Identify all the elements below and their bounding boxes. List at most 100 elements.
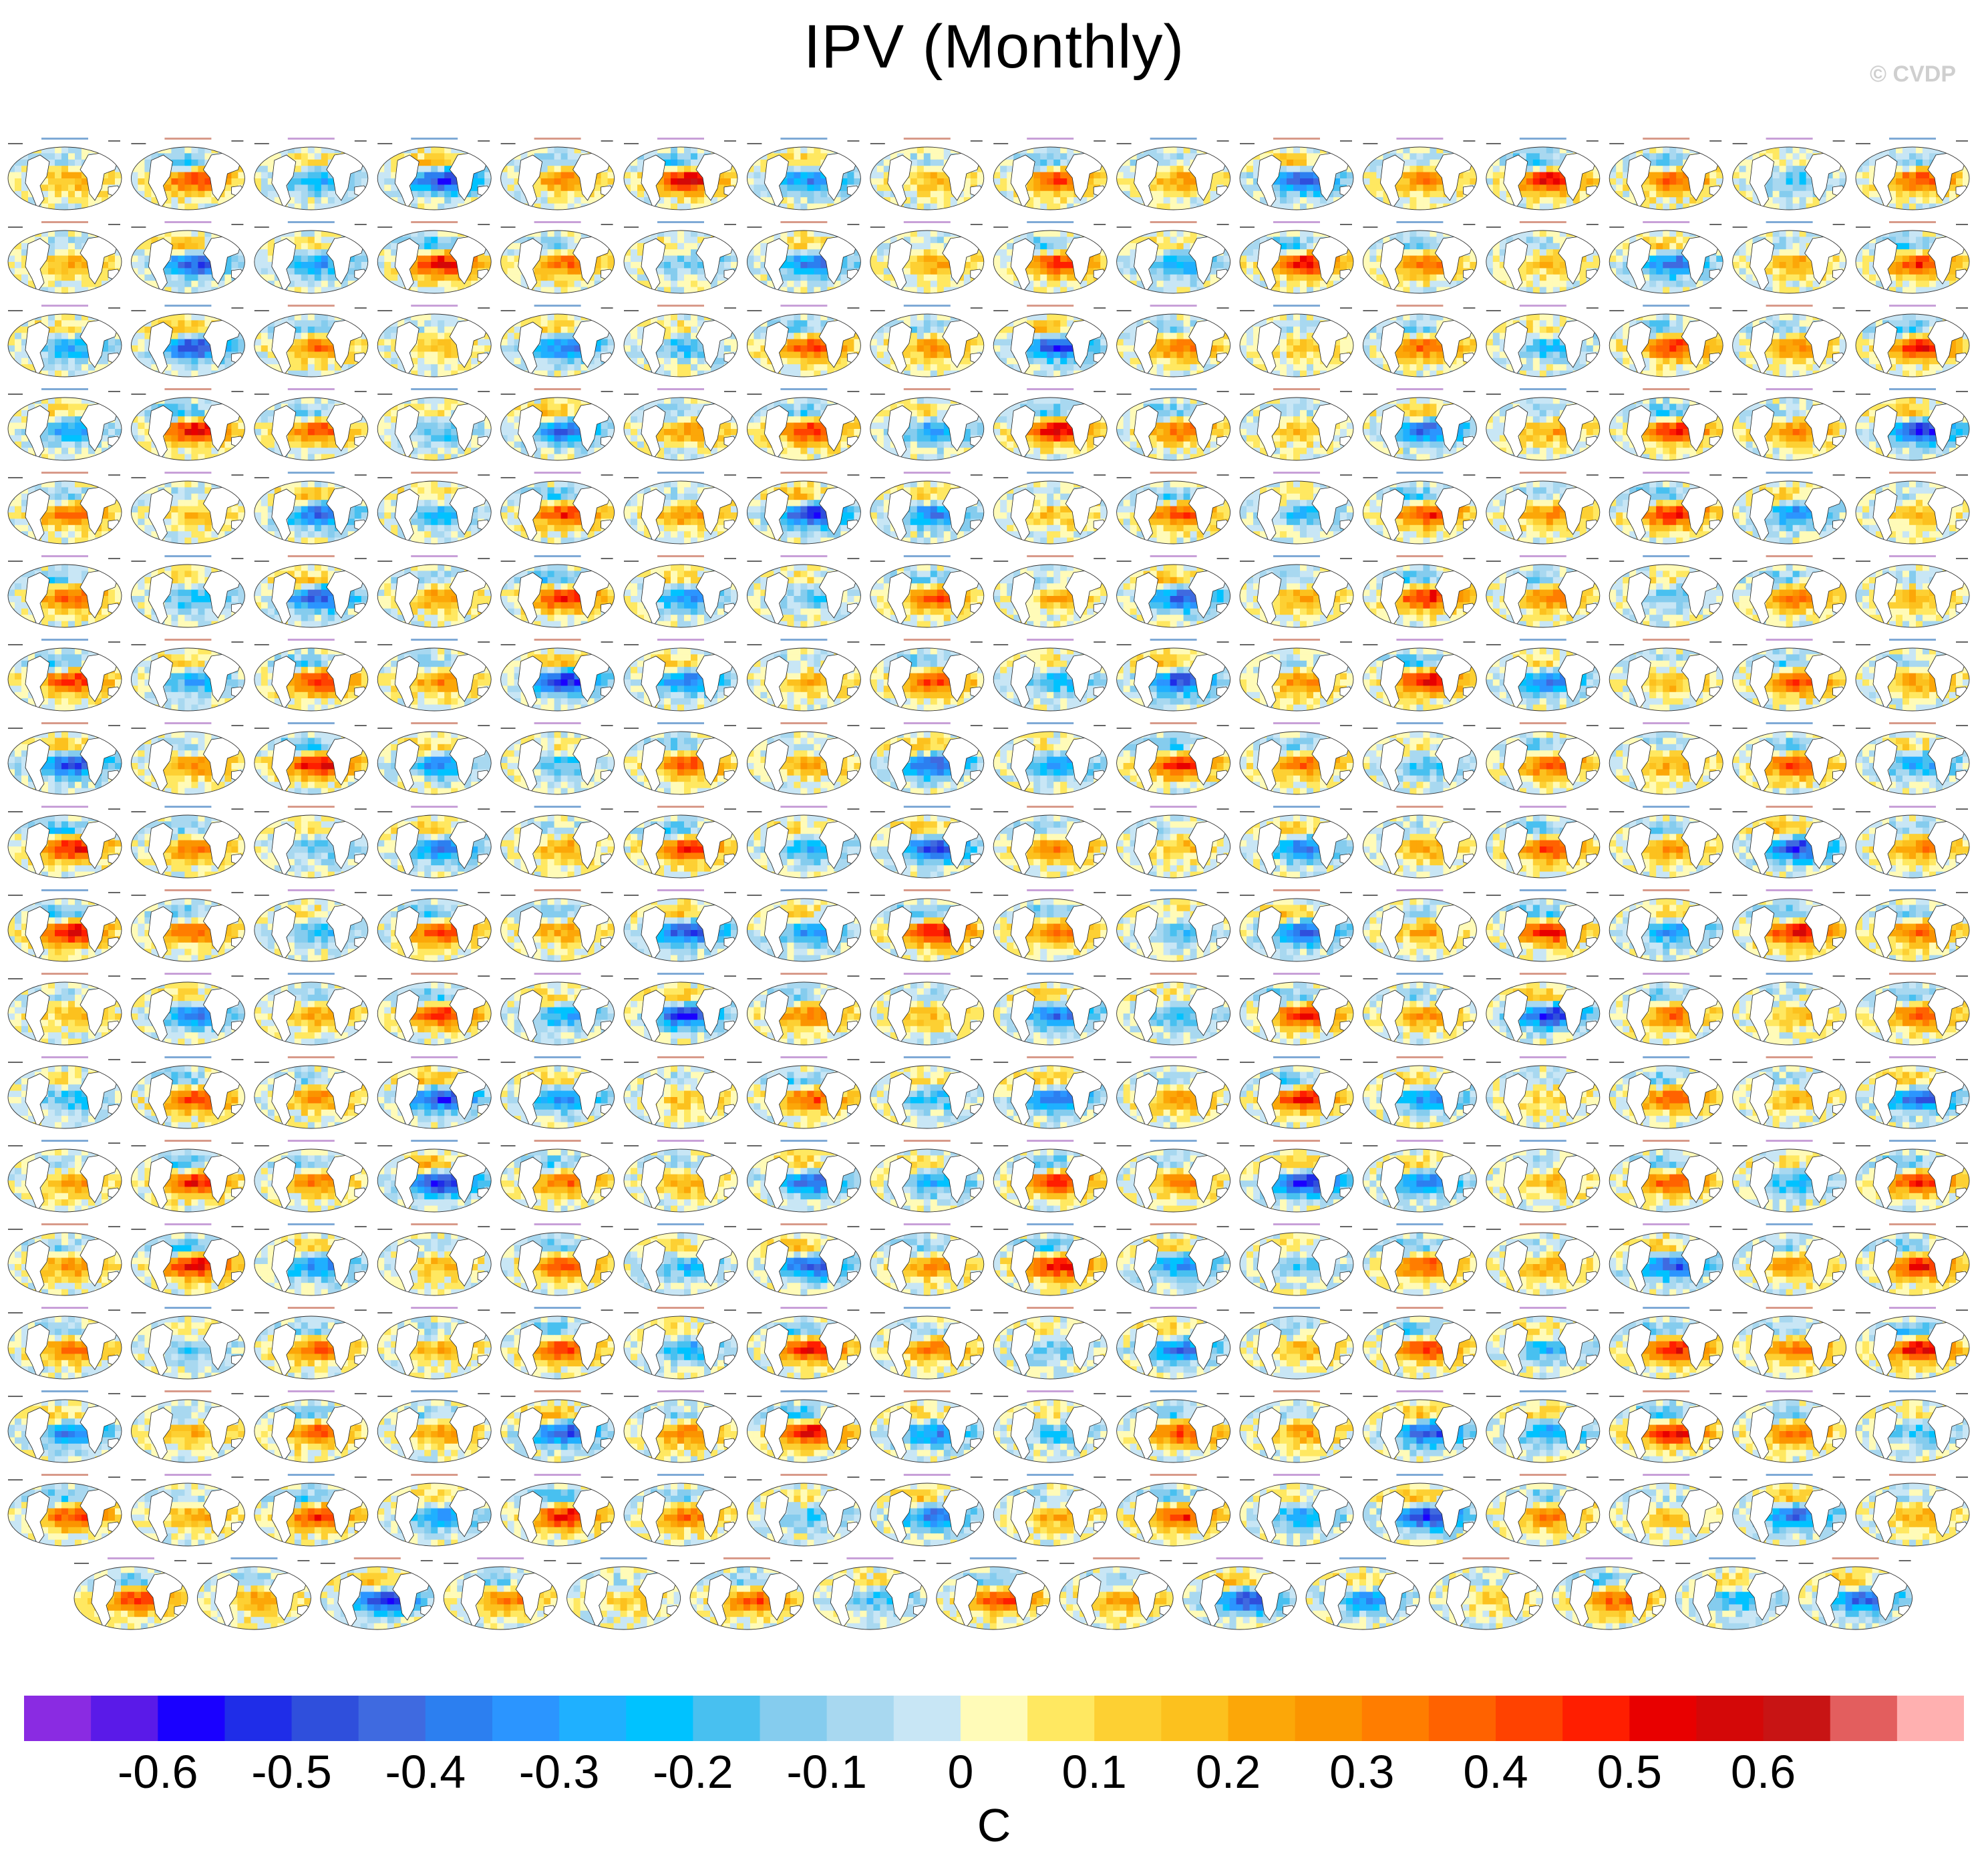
map-cell xyxy=(1539,159,1547,166)
map-border xyxy=(746,146,861,210)
map-cell xyxy=(1053,197,1061,204)
map-cell xyxy=(1163,268,1171,275)
map-cell xyxy=(68,172,75,179)
map-cell xyxy=(1669,178,1677,185)
map-cell xyxy=(484,166,492,173)
map-cell xyxy=(287,237,295,244)
map-cell xyxy=(1806,153,1814,160)
map-cell xyxy=(184,178,192,185)
map-cell xyxy=(224,172,232,179)
map-cell xyxy=(1053,184,1061,192)
map-cell xyxy=(81,230,89,237)
map-cell xyxy=(418,249,425,257)
map-cell xyxy=(747,281,754,288)
map-cell xyxy=(671,255,678,263)
map-cell xyxy=(1307,166,1314,173)
map-cell xyxy=(321,287,329,293)
map-cell xyxy=(377,153,385,160)
map-cell xyxy=(1253,184,1261,192)
map-cell xyxy=(307,262,315,269)
map-cell xyxy=(1396,287,1403,293)
map-cell xyxy=(1136,281,1144,288)
map-cell xyxy=(451,281,458,288)
map-cell xyxy=(1033,153,1041,160)
panel-label-mark xyxy=(780,138,828,140)
map-cell xyxy=(1300,166,1307,173)
map-cell xyxy=(624,166,631,173)
map-cell xyxy=(554,281,562,288)
map-cell xyxy=(184,243,192,250)
map-cell xyxy=(108,287,116,293)
map-cell xyxy=(418,153,425,160)
map-cell xyxy=(411,190,418,198)
map-cell xyxy=(910,190,918,198)
map-cell xyxy=(567,281,575,288)
map-cell xyxy=(1832,178,1840,185)
map-cell xyxy=(431,281,438,288)
map-cell xyxy=(1856,203,1863,210)
map-cell xyxy=(438,237,445,244)
map-cell xyxy=(267,274,275,281)
panel-stat-mark xyxy=(724,140,736,142)
map-cell xyxy=(1532,184,1540,192)
map-cell xyxy=(171,243,178,250)
map-cell xyxy=(500,153,508,160)
map-cell xyxy=(1000,166,1007,173)
map-cell xyxy=(267,147,275,154)
map-cell xyxy=(1532,172,1540,179)
map-cell xyxy=(1340,147,1347,154)
map-cell xyxy=(1240,172,1247,179)
panel-label-mark xyxy=(287,138,335,140)
map-cell xyxy=(814,172,821,179)
map-cell xyxy=(876,287,884,293)
map-cell xyxy=(1130,249,1138,257)
map-cell xyxy=(1136,197,1144,204)
map-cell xyxy=(671,159,678,166)
map-cell xyxy=(1889,153,1896,160)
map-cell xyxy=(171,166,178,173)
map-cell xyxy=(664,184,671,192)
map-cell xyxy=(993,274,1001,281)
map-cell xyxy=(1423,237,1430,244)
map-cell xyxy=(418,172,425,179)
map-cell xyxy=(191,255,198,263)
map-cell xyxy=(754,237,761,244)
map-cell xyxy=(854,166,861,173)
map-cell xyxy=(361,230,368,237)
map-cell xyxy=(1609,166,1617,173)
map-cell xyxy=(81,197,89,204)
map-cell xyxy=(431,262,438,269)
map-cell xyxy=(484,287,492,293)
map-cell xyxy=(8,287,15,293)
map-cell xyxy=(1100,178,1108,185)
map-cell xyxy=(411,268,418,275)
map-cell xyxy=(1007,268,1014,275)
map-cell xyxy=(1819,147,1827,154)
map-cell xyxy=(438,274,445,281)
map-cell xyxy=(574,203,582,210)
map-cell xyxy=(471,172,478,179)
map-cell xyxy=(691,147,698,154)
map-cell xyxy=(131,243,138,250)
map-cell xyxy=(1170,249,1178,257)
map-cell xyxy=(397,203,405,210)
map-cell xyxy=(377,197,385,204)
panel-label-mark xyxy=(1027,221,1074,223)
map-cell xyxy=(1616,203,1623,210)
map-cell xyxy=(431,255,438,263)
map-cell xyxy=(540,166,548,173)
map-cell xyxy=(870,243,878,250)
map-cell xyxy=(637,268,645,275)
map-cell xyxy=(581,197,589,204)
map-cell xyxy=(1963,203,1969,210)
panel-stat-mark xyxy=(108,140,120,142)
map-cell xyxy=(1539,197,1547,204)
map-cell xyxy=(391,147,398,154)
map-cell xyxy=(1656,178,1663,185)
map-cell xyxy=(267,190,275,198)
map-cell xyxy=(1963,178,1969,185)
map-cell xyxy=(1456,287,1464,293)
map-cell xyxy=(1403,203,1410,210)
map-cell xyxy=(554,268,562,275)
map-cell xyxy=(1902,203,1910,210)
